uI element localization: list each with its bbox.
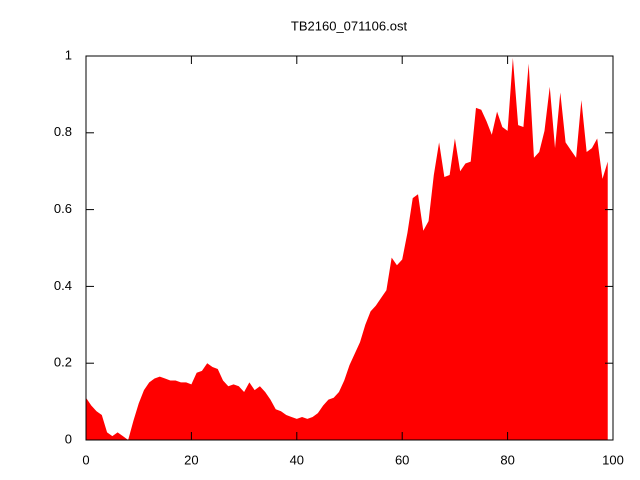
y-tick-label: 0.8 — [54, 124, 72, 139]
y-tick-label: 0 — [65, 431, 72, 446]
y-tick-label: 1 — [65, 47, 72, 62]
area — [86, 57, 608, 441]
plot-frame — [85, 55, 614, 441]
x-tick-label: 40 — [290, 452, 304, 467]
chart-title: TB2160_071106.ost — [291, 18, 408, 33]
x-tick-label: 100 — [602, 452, 624, 467]
x-tick-label: 0 — [82, 452, 89, 467]
y-tick-label: 0.4 — [54, 278, 72, 293]
x-tick-label: 80 — [500, 452, 514, 467]
y-tick-label: 0.6 — [54, 201, 72, 216]
x-tick-label: 60 — [395, 452, 409, 467]
x-tick-label: 20 — [184, 452, 198, 467]
y-tick-label: 0.2 — [54, 355, 72, 370]
